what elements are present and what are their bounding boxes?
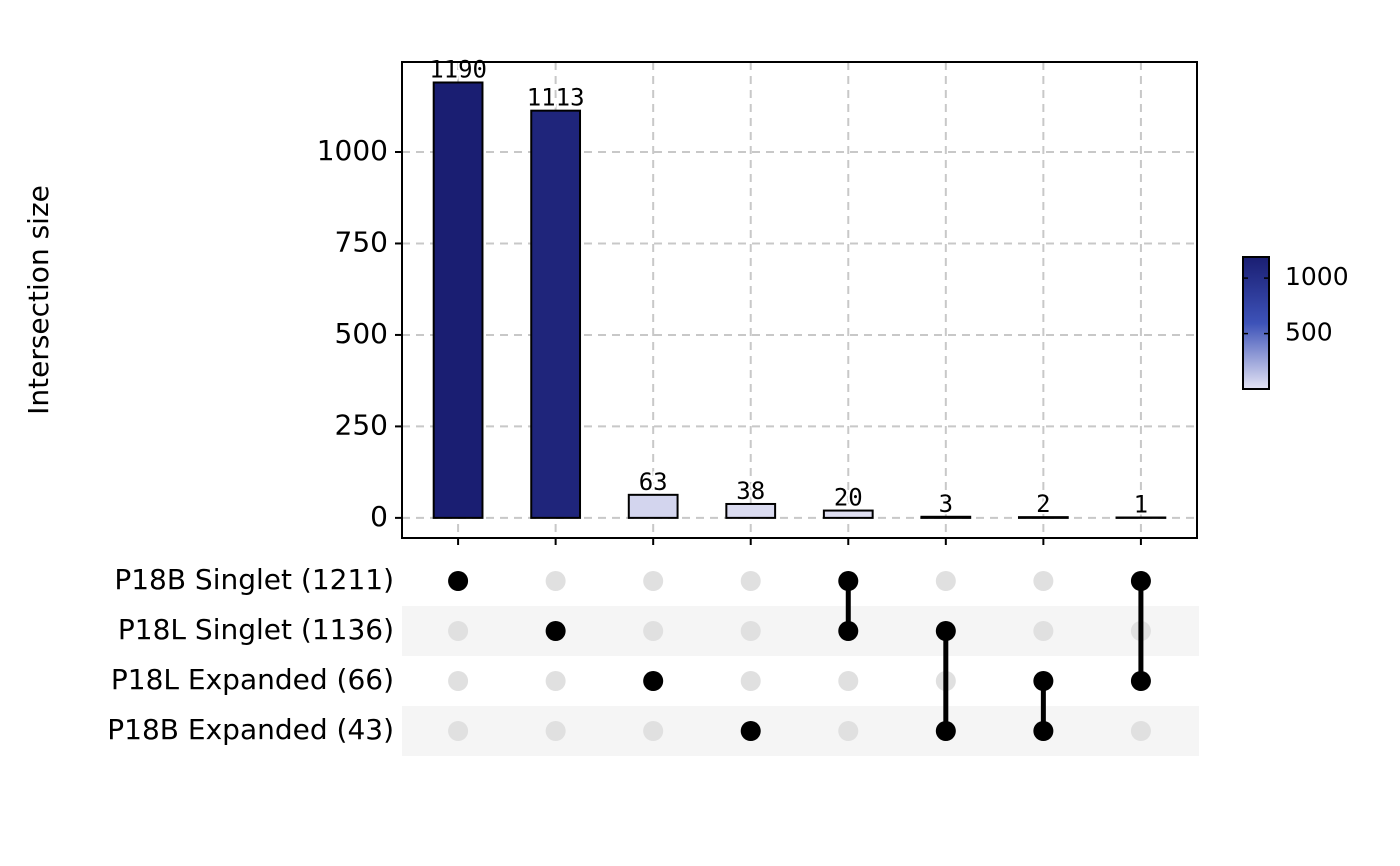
matrix-dot — [448, 621, 469, 641]
matrix-dot — [740, 671, 761, 691]
matrix-dot-member — [740, 721, 761, 741]
matrix-dot — [838, 671, 859, 691]
y-tick-label: 1000 — [317, 134, 388, 167]
colorbar-tick-label: 500 — [1285, 318, 1333, 347]
bar — [822, 509, 874, 519]
bar — [920, 515, 972, 519]
value-label: 1190 — [429, 55, 487, 83]
value-label: 20 — [834, 484, 863, 512]
value-label: 1113 — [527, 84, 585, 112]
matrix-dot — [740, 571, 761, 591]
matrix-dot — [838, 721, 859, 741]
value-label: 2 — [1036, 490, 1050, 518]
bar — [530, 109, 582, 519]
set-label: P18B Singlet (1211) — [114, 563, 394, 596]
matrix-dot — [1130, 721, 1151, 741]
row-stripe — [402, 606, 1199, 656]
matrix-dot — [448, 671, 469, 691]
colorbar-tick-label: 1000 — [1285, 262, 1349, 291]
value-label: 63 — [639, 468, 668, 496]
matrix-dot-member — [838, 621, 859, 641]
bar — [627, 493, 679, 519]
set-label: P18L Expanded (66) — [111, 663, 394, 696]
matrix-dot — [643, 721, 664, 741]
y-tick-label: 500 — [335, 317, 388, 350]
matrix-dot — [1033, 571, 1054, 591]
value-label: 3 — [939, 490, 953, 518]
bar — [432, 81, 484, 519]
matrix-dot — [1033, 621, 1054, 641]
value-label: 38 — [736, 477, 765, 505]
matrix-dot — [935, 571, 956, 591]
bar — [725, 502, 777, 519]
matrix-dot — [545, 571, 566, 591]
matrix-dot — [545, 721, 566, 741]
matrix-dot — [740, 621, 761, 641]
set-label: P18L Singlet (1136) — [118, 613, 394, 646]
y-tick-label: 250 — [335, 408, 388, 441]
row-stripe — [402, 706, 1199, 756]
matrix-dot — [643, 621, 664, 641]
y-axis-title: Intersection size — [22, 185, 55, 415]
matrix-dot — [643, 571, 664, 591]
plot-frame — [401, 61, 1198, 539]
matrix-dot-member — [838, 571, 859, 591]
colorbar — [1242, 256, 1270, 390]
matrix-dot-member — [1033, 721, 1054, 741]
matrix-dot — [545, 671, 566, 691]
y-tick-label: 0 — [370, 500, 388, 533]
matrix-dot-member — [545, 621, 566, 641]
matrix-dot-member — [643, 671, 664, 691]
y-tick-label: 750 — [335, 225, 388, 258]
matrix-dot-member — [1033, 671, 1054, 691]
matrix-dot-member — [935, 721, 956, 741]
matrix-dot — [448, 721, 469, 741]
set-label: P18B Expanded (43) — [107, 713, 394, 746]
matrix-dot-member — [1130, 571, 1151, 591]
matrix-dot-member — [1130, 671, 1151, 691]
matrix-dot-member — [935, 621, 956, 641]
value-label: 1 — [1134, 491, 1148, 519]
bar — [1017, 516, 1069, 519]
matrix-dot-member — [448, 571, 469, 591]
